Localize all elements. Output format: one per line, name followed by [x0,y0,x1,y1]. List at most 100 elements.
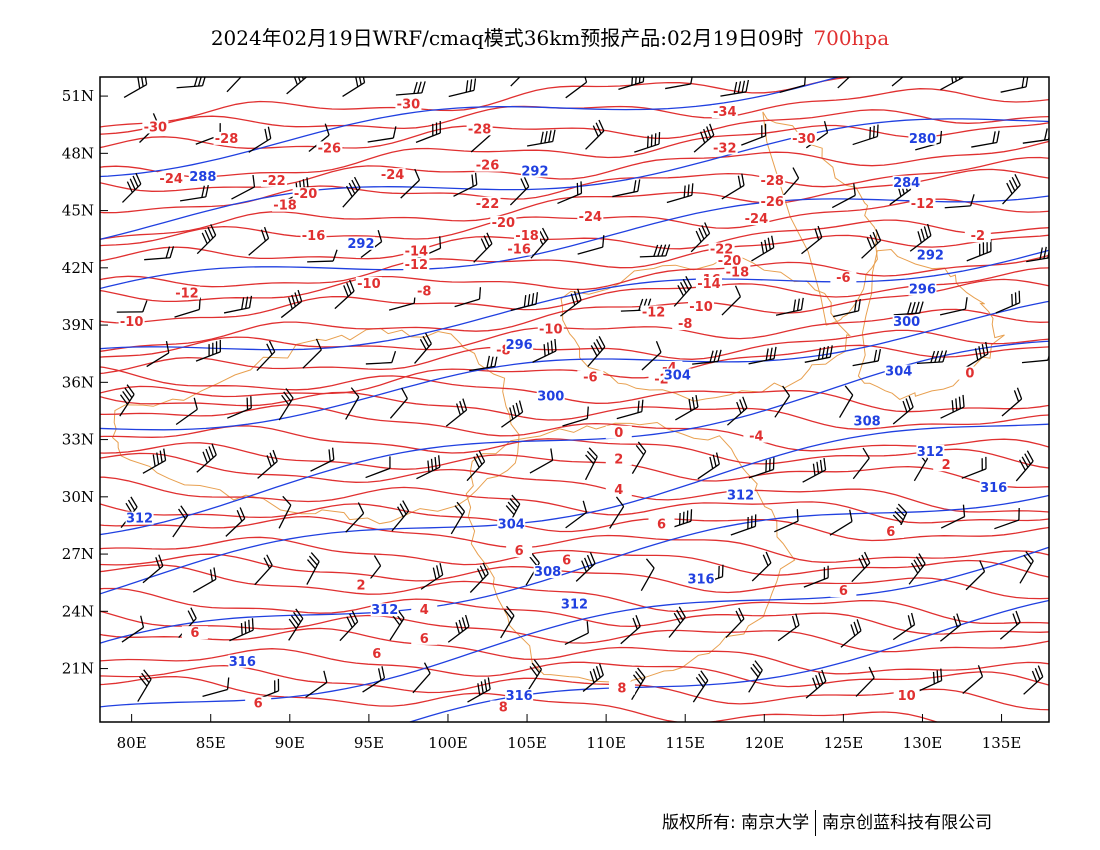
temp-label-bg [411,284,438,298]
wind-barb [720,79,750,97]
lon-tick-label: 85E [196,734,226,752]
wind-barb [855,666,875,697]
height-label: 304 [885,365,912,380]
wind-barb [751,235,775,262]
wind-barb [892,612,916,641]
wind-barb [831,183,856,209]
temperature-label: 8 [617,681,626,696]
temp-label-bg [708,242,735,256]
wind-barb [1021,353,1049,364]
latitude-axis: 51N 48N 45N 42N 39N 36N 33N 30N 27N 24N 21N [62,87,108,678]
wind-barb [837,77,851,89]
temp-label-bg [514,229,541,243]
wind-barb [123,77,148,99]
temp-label-bg [466,122,493,136]
temperature-label: -18 [726,265,750,280]
wind-barb [852,349,882,367]
temperature-contour [100,198,1049,247]
wind-barb [584,447,598,481]
lon-tick-label: 125E [824,734,864,752]
temperature-label: -14 [697,277,721,292]
temperature-label: -30 [144,120,168,135]
wind-barb [530,227,549,259]
wind-barb [965,341,989,369]
temperature-label: -10 [357,277,381,292]
wind-barb [389,387,408,419]
wind-barb [777,613,800,642]
lat-tick-label: 24N [62,602,94,620]
wind-barb [412,662,431,694]
wind-barb [634,132,661,153]
height-label: 292 [917,248,944,263]
height-label: 316 [687,573,714,588]
wind-barb [307,249,338,263]
height-label-bg [505,689,534,703]
wind-barb [310,447,335,472]
wind-barb [995,290,1021,314]
wind-barb [137,669,152,702]
height-label: 288 [189,170,216,185]
temp-label-bg [181,626,208,640]
wind-barb [833,298,861,318]
lat-tick-label: 42N [62,259,94,277]
temp-label-bg [506,242,533,256]
height-label-bg [979,481,1008,495]
temp-label-bg [688,299,715,313]
wind-barb [416,455,441,480]
height-label: 296 [506,338,533,353]
wind-barb [469,562,489,593]
height-contour [100,546,1049,708]
temperature-label: -20 [718,254,742,269]
wind-barb [450,501,466,535]
wind-barb [225,507,246,537]
temp-label-bg [316,141,343,155]
temp-label-bg [379,168,406,182]
wind-barb [142,554,164,584]
temperature-label: -28 [215,132,239,147]
lat-tick-label: 21N [62,660,94,678]
wind-barb [116,300,148,313]
wind-barb [248,126,272,153]
temperature-contour [100,329,1049,375]
temperature-label: 6 [886,525,895,540]
height-label-bg [370,603,399,617]
title-main: 2024年02月19日WRF/cmaq模式36km预报产品:02月19日09时 [210,26,804,50]
wind-barb [962,665,984,695]
temperature-label: -10 [689,300,713,315]
height-label-bg [892,175,921,189]
wind-barb [415,121,441,143]
lon-tick-label: 80E [117,734,147,752]
temp-label-bg [893,689,920,703]
height-label-bg [505,337,534,351]
temperature-label: -8 [678,317,692,332]
wind-barb [748,346,777,365]
temperature-label: -24 [159,172,183,187]
company-text: 南京创蓝科技有限公司 [822,813,993,833]
wind-barb [175,397,198,426]
wind-barb [367,126,397,143]
temperature-contour [100,366,1049,413]
wind-barb [365,350,397,365]
temp-label-bg [142,120,169,134]
wind-barb [226,77,242,93]
wind-barb [693,123,715,153]
temperature-label: -22 [262,174,286,189]
height-contour [100,423,1049,595]
height-label: 292 [347,237,374,252]
lon-tick-label: 130E [903,734,943,752]
wind-barb [940,394,965,419]
temp-label-bg [403,257,430,271]
height-label-bg [884,364,913,378]
wind-barb [620,615,641,645]
wind-barb [248,226,270,256]
wind-barb [779,77,806,94]
wind-barb [802,457,827,483]
wind-barb [146,340,170,368]
height-label: 308 [534,565,561,580]
wind-barb [391,500,410,532]
temperature-label: -12 [405,258,429,273]
temperature-label: -2 [971,229,985,244]
wind-barb [1022,128,1049,144]
temperature-label: -10 [539,323,563,338]
wind-barb [288,608,304,641]
